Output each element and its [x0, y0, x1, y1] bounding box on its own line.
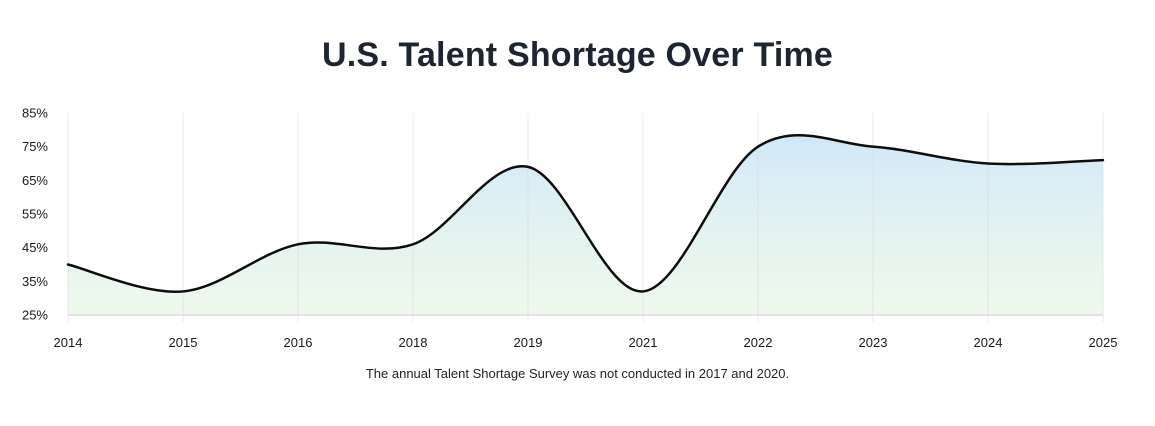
x-tick-label: 2014 [54, 335, 83, 350]
y-tick-label: 85% [22, 106, 48, 121]
x-tick-label: 2015 [169, 335, 198, 350]
x-tick-label: 2016 [284, 335, 313, 350]
x-tick-label: 2021 [629, 335, 658, 350]
x-tick-label: 2018 [399, 335, 428, 350]
x-tick-label: 2025 [1089, 335, 1118, 350]
trend-line [66, 134, 1105, 293]
x-axis-labels: 2014 2015 2016 2018 2019 2021 2022 2023 2024 2025 [54, 335, 1118, 350]
y-tick-label: 75% [22, 139, 48, 154]
y-tick-label: 45% [22, 240, 48, 255]
chart-title: U.S. Talent Shortage Over Time [321, 36, 834, 74]
y-axis-labels: 85% 75% 65% 55% 45% 35% 25% [22, 106, 48, 323]
chart-footnote: The annual Talent Shortage Survey was no… [365, 366, 790, 381]
y-tick-label: 35% [22, 274, 48, 289]
y-tick-label: 65% [22, 173, 48, 188]
x-tick-label: 2022 [744, 335, 773, 350]
area-fill [68, 135, 1103, 315]
x-tick-label: 2023 [859, 335, 888, 350]
x-tick-label: 2019 [514, 335, 543, 350]
y-tick-label: 55% [22, 207, 48, 222]
y-tick-label: 25% [22, 308, 48, 323]
x-tick-label: 2024 [974, 335, 1003, 350]
